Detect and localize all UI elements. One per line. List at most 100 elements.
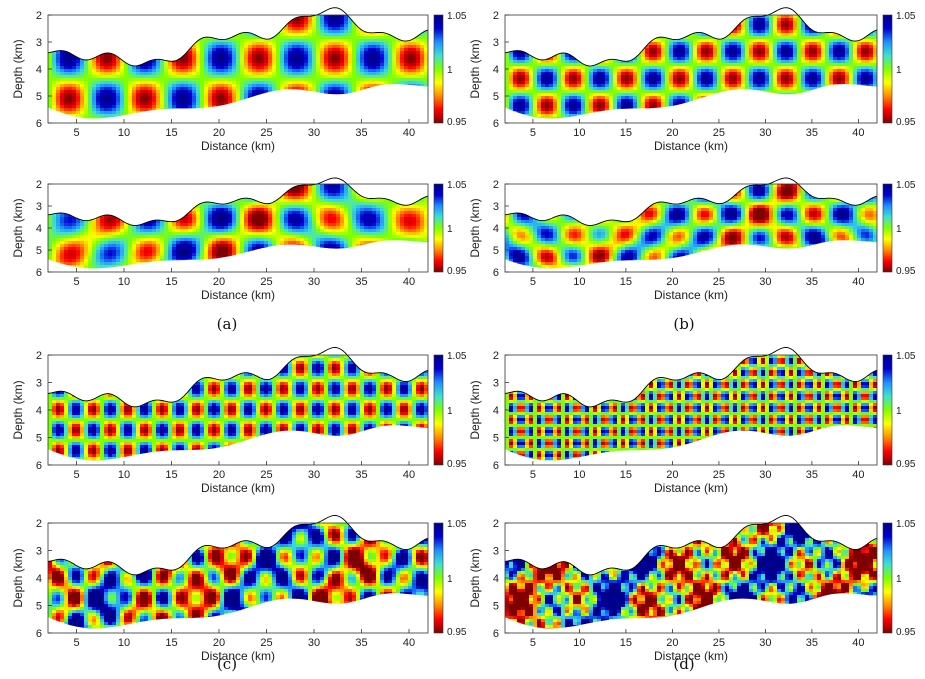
- y-tick-label: 3: [493, 37, 499, 49]
- y-tick-label: 3: [493, 201, 499, 213]
- topography-line: [47, 7, 429, 67]
- heatmap-b-bottom: [505, 184, 877, 269]
- panel-c-bottom: 5 10 15 20 25 30 35 40 2 3 4 5 6 Distance (km) Depth (…: [11, 515, 467, 663]
- colorbar-tick-label: 1: [896, 65, 902, 76]
- y-tick-label: 2: [36, 10, 42, 22]
- y-tick-label: 3: [36, 546, 42, 558]
- y-tick-label: 2: [493, 518, 499, 530]
- x-tick-label: 25: [713, 469, 725, 481]
- y-tick-label: 5: [36, 91, 42, 103]
- colorbar-tick-label: 0.95: [896, 117, 916, 128]
- y-tick-label: 3: [493, 378, 499, 390]
- colorbar: [433, 14, 444, 124]
- x-tick-label: 30: [759, 276, 771, 288]
- y-axis-label: Depth (km): [11, 380, 25, 439]
- x-tick-label: 20: [666, 127, 678, 139]
- y-tick-label: 6: [36, 267, 42, 279]
- y-tick-label: 3: [36, 37, 42, 49]
- x-tick-label: 5: [73, 469, 79, 481]
- x-tick-label: 5: [530, 637, 536, 649]
- y-tick-label: 6: [493, 267, 499, 279]
- x-tick-label: 15: [620, 637, 632, 649]
- x-tick-label: 40: [403, 276, 415, 288]
- x-tick-label: 15: [165, 469, 177, 481]
- x-tick-label: 25: [713, 637, 725, 649]
- colorbar-tick-label: 1.05: [447, 11, 467, 22]
- x-tick-label: 25: [260, 127, 272, 139]
- y-tick-label: 3: [36, 201, 42, 213]
- panel-b-top: 5 10 15 20 25 30 35 40 2 3 4 5 6 Distance (km) Depth (…: [468, 7, 916, 153]
- x-tick-label: 20: [213, 469, 225, 481]
- colorbar: [433, 354, 444, 466]
- panel-a-bottom: 5 10 15 20 25 30 35 40 2 3 4 5 6 Distance (km) Depth (…: [11, 177, 467, 302]
- panel-d-top: 5 10 15 20 25 30 35 40 2 3 4 5 6 Distance (km) Depth (…: [468, 347, 916, 495]
- y-axis-label: Depth (km): [11, 39, 25, 98]
- y-tick-label: 5: [493, 245, 499, 257]
- topography-line: [504, 515, 878, 576]
- x-tick-label: 35: [355, 276, 367, 288]
- colorbar-tick-label: 0.95: [447, 627, 467, 638]
- heatmap-a-top: [48, 15, 428, 119]
- y-tick-label: 4: [36, 223, 42, 235]
- colorbar-tick-label: 1: [896, 406, 902, 417]
- x-tick-label: 30: [308, 127, 320, 139]
- x-tick-label: 10: [118, 276, 130, 288]
- panel-d-bottom: 5 10 15 20 25 30 35 40 2 3 4 5 6 Distance (km) Depth (…: [468, 515, 916, 663]
- colorbar: [433, 522, 444, 634]
- x-axis-label: Distance (km): [654, 288, 728, 302]
- x-tick-label: 40: [403, 127, 415, 139]
- y-tick-label: 5: [493, 433, 499, 445]
- topography-line: [504, 347, 878, 408]
- topography-line: [47, 347, 429, 408]
- y-tick-label: 2: [36, 518, 42, 530]
- x-tick-label: 15: [165, 276, 177, 288]
- x-tick-label: 30: [759, 127, 771, 139]
- x-tick-label: 15: [620, 276, 632, 288]
- topography-line: [47, 177, 429, 226]
- x-axis-label: Distance (km): [201, 481, 275, 495]
- heatmap-d-bottom: [505, 523, 877, 629]
- panel-c-top: 5 10 15 20 25 30 35 40 2 3 4 5 6 Distance (km) Depth (…: [11, 347, 467, 495]
- colorbar-tick-label: 1: [447, 406, 453, 417]
- y-tick-label: 5: [493, 601, 499, 613]
- x-tick-label: 30: [308, 469, 320, 481]
- y-tick-label: 2: [493, 10, 499, 22]
- x-tick-label: 10: [573, 276, 585, 288]
- x-tick-label: 30: [759, 469, 771, 481]
- colorbar-tick-label: 1: [896, 224, 902, 235]
- y-tick-label: 2: [36, 179, 42, 191]
- colorbar-tick-label: 1.05: [896, 180, 916, 191]
- colorbar: [882, 14, 893, 124]
- x-tick-label: 10: [118, 127, 130, 139]
- x-tick-label: 20: [213, 276, 225, 288]
- x-axis-label: Distance (km): [654, 649, 728, 663]
- x-tick-label: 25: [713, 127, 725, 139]
- colorbar-tick-label: 1.05: [447, 180, 467, 191]
- y-tick-label: 5: [36, 245, 42, 257]
- x-tick-label: 35: [355, 127, 367, 139]
- colorbar-tick-label: 0.95: [896, 266, 916, 277]
- x-tick-label: 10: [118, 469, 130, 481]
- topography-line: [504, 7, 878, 67]
- y-tick-label: 5: [36, 433, 42, 445]
- colorbar: [882, 522, 893, 634]
- panel-b-bottom: 5 10 15 20 25 30 35 40 2 3 4 5 6 Distance (km) Depth (…: [468, 177, 916, 302]
- x-tick-label: 35: [806, 637, 818, 649]
- x-tick-label: 40: [852, 127, 864, 139]
- heatmap-a-bottom: [48, 184, 428, 269]
- x-tick-label: 15: [620, 127, 632, 139]
- y-axis-label: Depth (km): [11, 198, 25, 257]
- x-tick-label: 40: [852, 637, 864, 649]
- x-tick-label: 10: [573, 469, 585, 481]
- y-tick-label: 4: [493, 405, 499, 417]
- caption-b: (b): [673, 315, 694, 333]
- colorbar-tick-label: 1: [447, 224, 453, 235]
- colorbar-tick-label: 1: [896, 574, 902, 585]
- caption-a: (a): [217, 315, 238, 333]
- y-tick-label: 4: [36, 573, 42, 585]
- x-tick-label: 25: [260, 276, 272, 288]
- x-tick-label: 35: [806, 127, 818, 139]
- x-tick-label: 20: [666, 469, 678, 481]
